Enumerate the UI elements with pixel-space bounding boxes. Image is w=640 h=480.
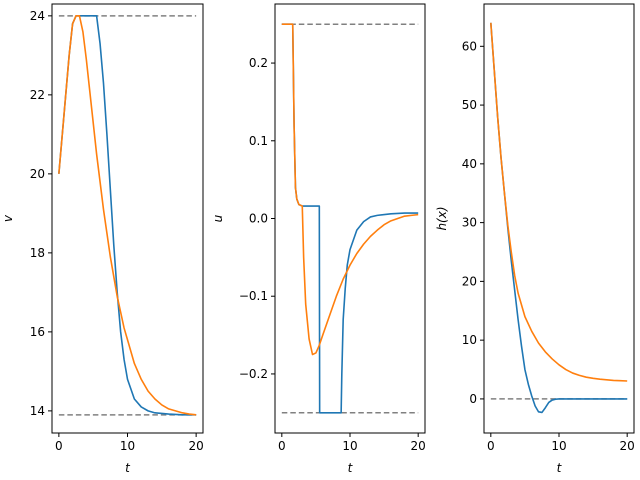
y-tick-label: 20: [462, 274, 477, 288]
axes-frame: [274, 3, 426, 434]
series-line-2: [58, 15, 197, 416]
y-axis-label: h(x): [435, 206, 449, 230]
y-axis-label: v: [1, 214, 15, 222]
y-tick-label: 60: [462, 39, 477, 53]
x-axis-label: t: [348, 461, 354, 475]
x-tick-label: 0: [487, 439, 495, 453]
x-axis-label: t: [125, 461, 131, 475]
x-tick-label: 20: [620, 439, 635, 453]
y-tick-label: 18: [30, 246, 45, 260]
x-tick-label: 10: [551, 439, 566, 453]
subplot-3: 0 10 20 0 10 20 30 40 50 60 t h(x): [435, 3, 635, 475]
series-line-1: [58, 15, 197, 416]
y-tick-label: −0.1: [239, 289, 268, 303]
axes-frame: [51, 3, 204, 434]
y-tick-label: −0.2: [239, 367, 268, 381]
x-axis-label: t: [557, 461, 563, 475]
y-tick-label: 40: [462, 157, 477, 171]
y-axis-label: u: [211, 214, 225, 222]
y-tick-label: 0.1: [249, 134, 268, 148]
y-tick-label: 22: [30, 88, 45, 102]
x-tick-label: 10: [342, 439, 357, 453]
subplot-2: 0 10 20 −0.2 −0.1 0.0 0.1 0.2 t u: [211, 3, 426, 475]
series-line-2: [490, 22, 628, 382]
y-tick-label: 16: [30, 325, 45, 339]
x-tick-label: 20: [411, 439, 426, 453]
series-line-2: [281, 23, 419, 356]
y-tick-label: 50: [462, 98, 477, 112]
series-line-1: [490, 22, 628, 414]
x-tick-label: 10: [120, 439, 135, 453]
y-tick-label: 0: [469, 392, 477, 406]
subplot-1: 0 10 20 14 16 18 20 22 24 t v: [1, 3, 204, 475]
x-tick-label: 20: [188, 439, 203, 453]
y-tick-label: 24: [30, 9, 45, 23]
y-tick-label: 0.0: [249, 212, 268, 226]
y-tick-label: 20: [30, 167, 45, 181]
y-tick-label: 0.2: [249, 56, 268, 70]
x-tick-label: 0: [55, 439, 63, 453]
y-tick-label: 10: [462, 333, 477, 347]
y-tick-label: 30: [462, 216, 477, 230]
x-tick-label: 0: [278, 439, 286, 453]
y-tick-label: 14: [30, 404, 45, 418]
